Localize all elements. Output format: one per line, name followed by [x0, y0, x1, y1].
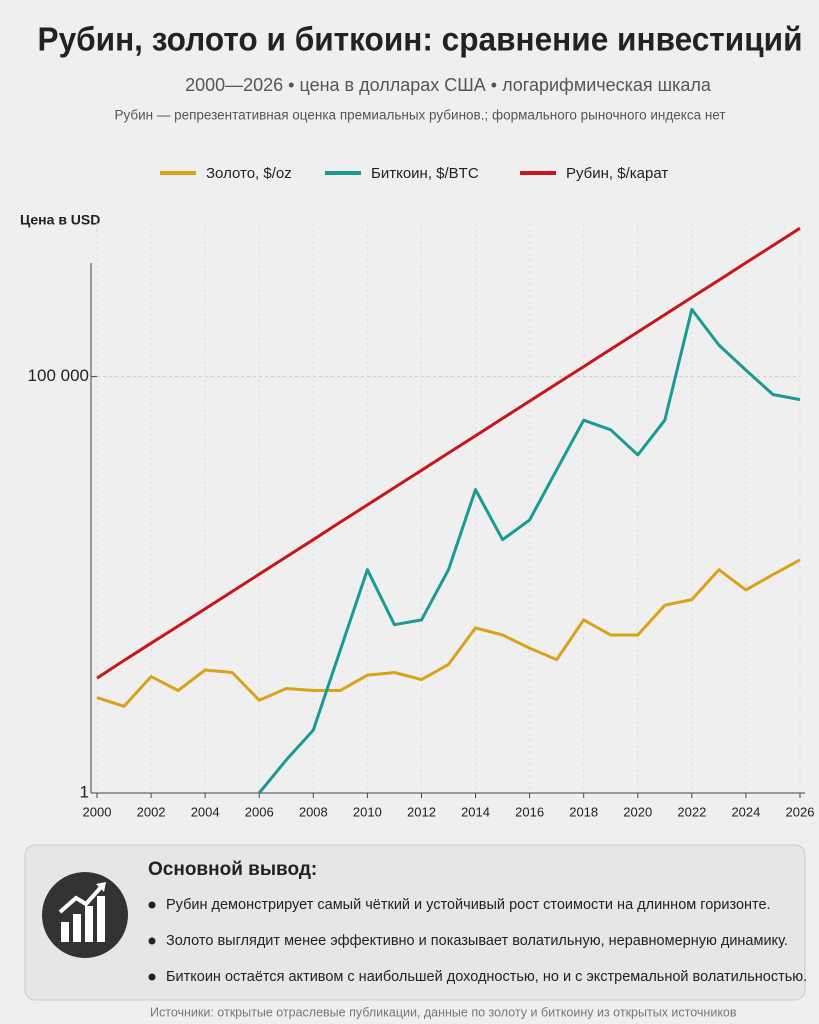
legend-label: Рубин, $/карат	[566, 165, 668, 182]
y-tick-label: 1	[80, 782, 89, 801]
x-tick-label: 2024	[731, 804, 760, 819]
chart-title: Рубин, золото и биткоин: сравнение инвес…	[38, 21, 803, 58]
source: Источники: открытые отраслевые публикаци…	[150, 1005, 737, 1019]
x-tick-label: 2020	[623, 804, 652, 819]
legend-label: Биткоин, $/BTC	[371, 165, 479, 182]
x-tick-label: 2008	[299, 804, 328, 819]
takeaway-icon	[42, 872, 128, 958]
x-tick-label: 2004	[191, 804, 220, 819]
x-tick-label: 2014	[461, 804, 490, 819]
bullet-dot	[148, 901, 156, 909]
y-tick-label: 100 000	[28, 366, 89, 385]
takeaway-bullet: Рубин демонстрирует самый чёткий и устой…	[166, 897, 771, 913]
series-line	[258, 308, 801, 794]
x-tick-label: 2000	[83, 804, 112, 819]
x-tick-label: 2012	[407, 804, 436, 819]
bullet-dot	[148, 937, 156, 945]
takeaway-title: Основной вывод:	[148, 859, 317, 880]
x-tick-label: 2022	[677, 804, 706, 819]
y-axis-label: Цена в USD	[20, 212, 100, 228]
x-tick-label: 2006	[245, 804, 274, 819]
takeaway-bullet: Золото выглядит менее эффективно и показ…	[166, 933, 788, 949]
x-tick-label: 2002	[137, 804, 166, 819]
bullet-dot	[148, 973, 156, 981]
series-line	[96, 226, 801, 680]
x-tick-label: 2026	[786, 804, 815, 819]
x-tick-label: 2018	[569, 804, 598, 819]
x-tick-label: 2010	[353, 804, 382, 819]
series-line	[96, 558, 801, 708]
takeaway-bullet: Биткоин остаётся активом с наибольшей до…	[166, 969, 807, 985]
subtitle: 2000—2026 • цена в долларах США • логари…	[185, 75, 712, 95]
x-tick-label: 2016	[515, 804, 544, 819]
takeaway-box	[24, 844, 806, 1001]
note: Рубин — репрезентативная оценка премиаль…	[114, 108, 725, 123]
legend-label: Золото, $/oz	[206, 165, 292, 182]
